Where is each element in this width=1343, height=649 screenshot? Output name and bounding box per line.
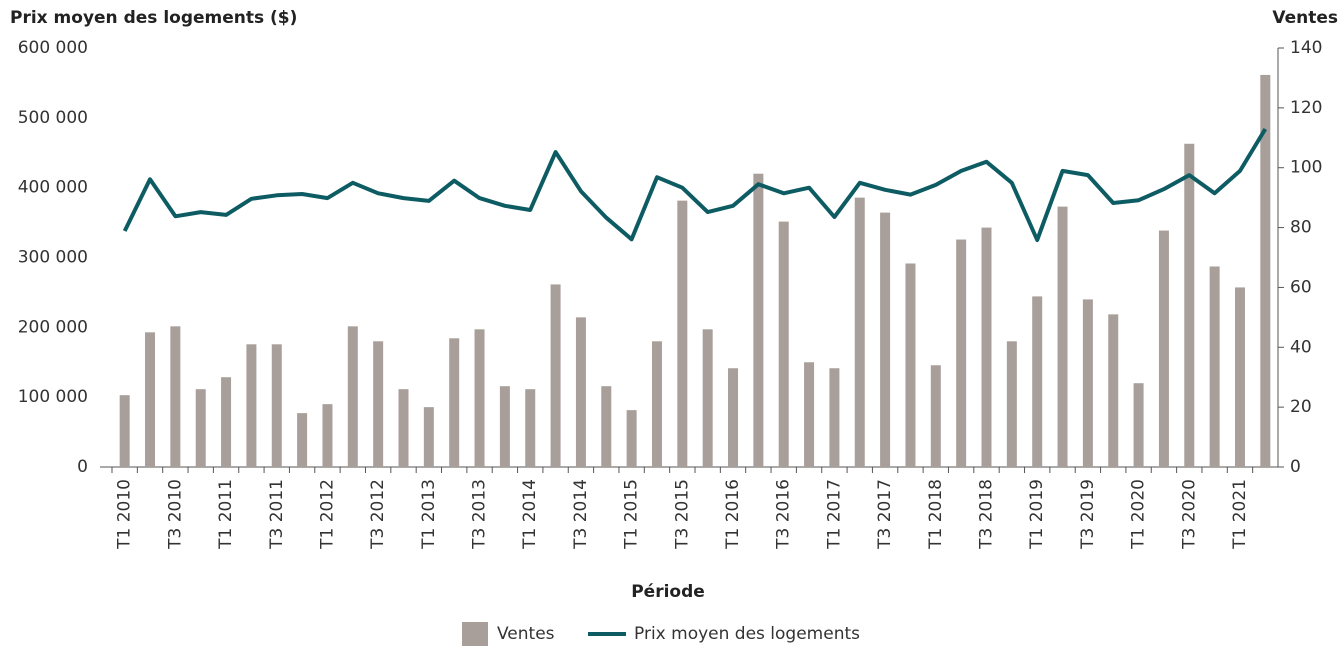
x-tick-label: T3 2013 bbox=[470, 479, 490, 550]
legend-label: Ventes bbox=[497, 624, 555, 644]
bar bbox=[1006, 341, 1017, 467]
x-tick-label: T3 2011 bbox=[267, 479, 287, 550]
x-tick-label: T1 2014 bbox=[520, 479, 540, 550]
y2-tick-label: 100 bbox=[1290, 158, 1322, 178]
x-tick-label: T1 2020 bbox=[1129, 479, 1149, 550]
bar bbox=[702, 329, 713, 467]
x-tick-label: T3 2014 bbox=[571, 479, 591, 550]
x-axis-title: Période bbox=[631, 582, 705, 602]
x-tick-label: T1 2021 bbox=[1230, 479, 1250, 550]
x-tick-label: T3 2015 bbox=[672, 479, 692, 550]
bar bbox=[728, 368, 739, 467]
y2-tick-label: 120 bbox=[1290, 98, 1322, 118]
x-tick-label: T1 2011 bbox=[216, 479, 236, 550]
x-tick-label: T3 2016 bbox=[774, 479, 794, 550]
y-tick-label: 600 000 bbox=[18, 38, 88, 58]
bar bbox=[373, 341, 384, 467]
bar bbox=[1260, 74, 1271, 467]
x-tick-label: T1 2018 bbox=[926, 479, 946, 550]
line bbox=[122, 127, 1268, 242]
y2-tick-label: 80 bbox=[1290, 218, 1312, 238]
bar bbox=[626, 410, 637, 467]
x-tick-label: T3 2012 bbox=[368, 479, 388, 550]
bar bbox=[322, 404, 333, 467]
bar bbox=[1234, 287, 1245, 467]
bar bbox=[474, 329, 485, 467]
bar bbox=[221, 377, 232, 467]
bar bbox=[1133, 383, 1144, 467]
y-tick-label: 500 000 bbox=[18, 108, 88, 128]
y2-tick-label: 140 bbox=[1290, 38, 1322, 58]
bar bbox=[651, 341, 662, 467]
bar bbox=[1158, 230, 1169, 467]
bar bbox=[854, 197, 865, 467]
bar bbox=[145, 332, 156, 467]
bar bbox=[195, 389, 206, 467]
bar bbox=[499, 386, 510, 467]
bar bbox=[1108, 314, 1119, 467]
bar bbox=[170, 326, 181, 467]
x-tick-label: T1 2012 bbox=[317, 479, 337, 550]
x-tick-label: T1 2015 bbox=[622, 479, 642, 550]
bar bbox=[1057, 206, 1068, 467]
bar bbox=[930, 365, 941, 467]
x-tick-label: T1 2016 bbox=[723, 479, 743, 550]
y2-tick-label: 0 bbox=[1290, 457, 1301, 477]
y-tick-label: 300 000 bbox=[18, 248, 88, 268]
y2-tick-label: 40 bbox=[1290, 337, 1312, 357]
y-tick-label: 200 000 bbox=[18, 317, 88, 337]
bar bbox=[753, 173, 764, 467]
bar bbox=[1032, 296, 1043, 467]
y-tick-label: 400 000 bbox=[18, 178, 88, 198]
x-tick-label: T3 2010 bbox=[165, 479, 185, 550]
bar bbox=[119, 395, 130, 467]
x-tick-label: T1 2013 bbox=[419, 479, 439, 550]
bar bbox=[550, 284, 561, 467]
x-tick-label: T3 2018 bbox=[977, 479, 997, 550]
bar bbox=[601, 386, 612, 467]
bar bbox=[1209, 266, 1220, 467]
bar bbox=[347, 326, 358, 467]
x-tick-label: T3 2019 bbox=[1078, 479, 1098, 550]
y2-tick-label: 60 bbox=[1290, 277, 1312, 297]
bar bbox=[829, 368, 840, 467]
y2-axis-title: Ventes bbox=[1272, 8, 1338, 28]
bar bbox=[297, 413, 308, 467]
bar bbox=[778, 221, 789, 467]
bar bbox=[575, 317, 586, 467]
y2-tick-label: 20 bbox=[1290, 397, 1312, 417]
bar bbox=[905, 263, 916, 467]
y-axis-title: Prix moyen des logements ($) bbox=[10, 8, 297, 28]
bar bbox=[398, 389, 409, 467]
bar bbox=[804, 362, 815, 467]
bar bbox=[677, 200, 688, 467]
legend-swatch bbox=[462, 622, 488, 646]
bar bbox=[956, 239, 967, 467]
y-tick-label: 100 000 bbox=[18, 387, 88, 407]
bar bbox=[1082, 299, 1093, 467]
bar bbox=[246, 344, 257, 467]
legend-label: Prix moyen des logements bbox=[634, 624, 860, 644]
x-tick-label: T1 2019 bbox=[1027, 479, 1047, 550]
bar bbox=[271, 344, 282, 467]
bar bbox=[981, 227, 992, 467]
bar bbox=[880, 212, 891, 467]
x-tick-label: T3 2017 bbox=[875, 479, 895, 550]
x-tick-label: T1 2010 bbox=[115, 479, 135, 550]
x-tick-label: T1 2017 bbox=[824, 479, 844, 550]
x-tick-label: T3 2020 bbox=[1179, 479, 1199, 550]
bar bbox=[449, 338, 460, 467]
bar bbox=[1184, 143, 1195, 467]
y-tick-label: 0 bbox=[77, 457, 88, 477]
bar bbox=[423, 407, 434, 467]
bar bbox=[525, 389, 536, 467]
